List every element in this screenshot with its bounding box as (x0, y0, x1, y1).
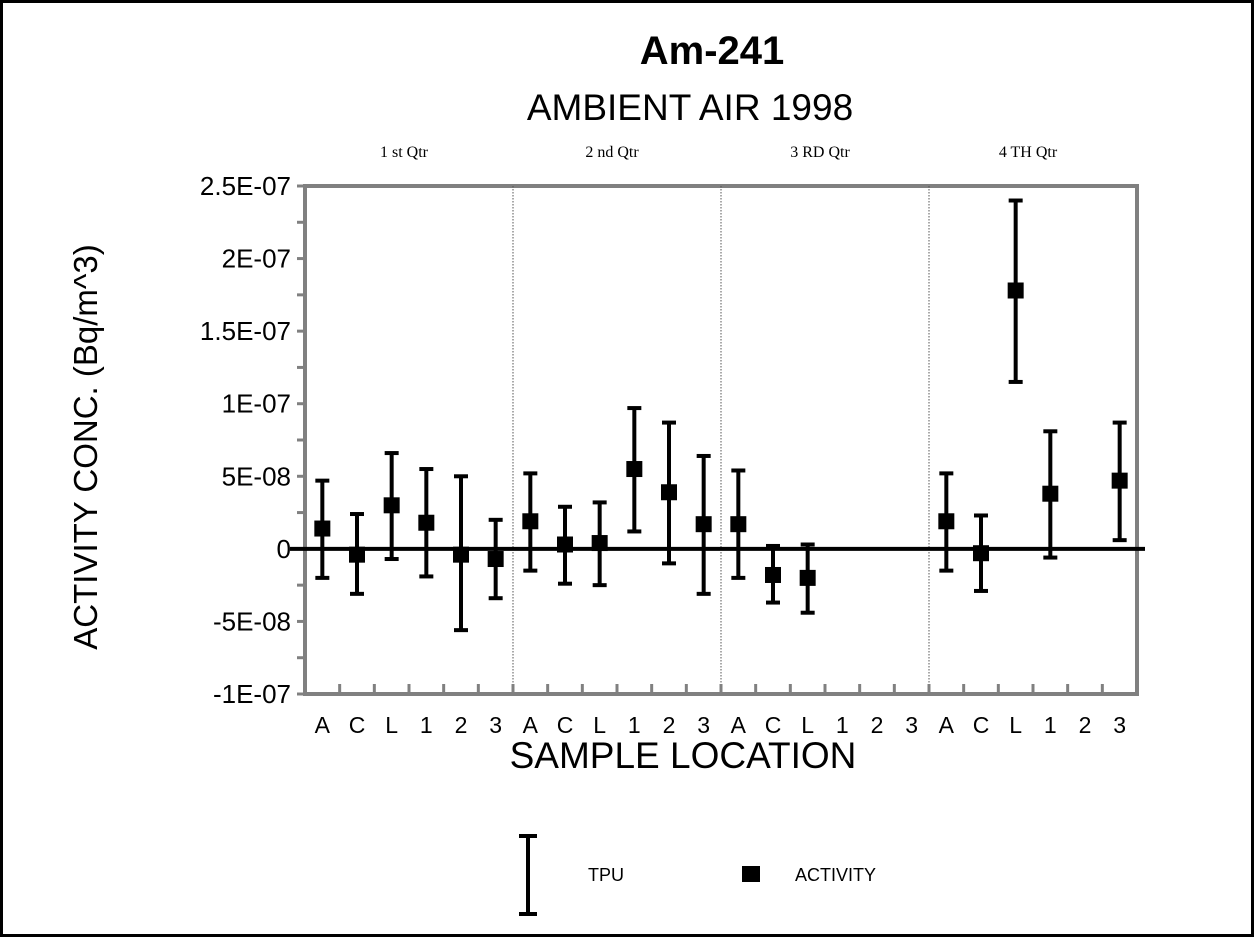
x-axis-label: SAMPLE LOCATION (510, 735, 857, 776)
activity-point (487, 551, 504, 568)
x-tick-label: 3 (905, 712, 918, 738)
square-marker-icon (742, 866, 760, 882)
legend: TPU ACTIVITY (519, 834, 876, 916)
y-tick-label: 1.5E-07 (200, 316, 291, 346)
legend-label-activity: ACTIVITY (795, 865, 876, 885)
activity-point (730, 516, 747, 533)
activity-point (695, 516, 712, 533)
quarter-label: 3 RD Qtr (790, 144, 850, 161)
legend-item-activity: ACTIVITY (742, 865, 876, 885)
y-tick-label: 5E-08 (222, 461, 291, 491)
x-tick-label: 1 (836, 712, 849, 738)
activity-point (626, 461, 643, 478)
activity-point (314, 520, 331, 537)
activity-point (973, 545, 989, 562)
x-tick-label: L (593, 712, 606, 738)
legend-label-tpu: TPU (588, 865, 624, 885)
x-tick-label: A (939, 712, 955, 738)
x-tick-label: 1 (628, 712, 641, 738)
y-tick-label: 2.5E-07 (200, 171, 291, 201)
activity-point (349, 546, 365, 563)
x-tick-label: C (973, 712, 990, 738)
x-tick-label: C (557, 712, 574, 738)
x-tick-label: 2 (1079, 712, 1092, 738)
activity-point (799, 569, 816, 586)
activity-point (1007, 282, 1024, 299)
activity-point (661, 484, 677, 501)
y-tick-label: 0 (277, 534, 291, 564)
x-tick-label: L (1009, 712, 1022, 738)
x-tick-label: 3 (489, 712, 502, 738)
y-tick-label: -1E-07 (213, 679, 291, 709)
activity-point (383, 497, 400, 514)
x-tick-label: 1 (1044, 712, 1057, 738)
activity-point (1111, 472, 1128, 489)
plot-area: 2.5E-07 2E-07 1.5E-07 1E-07 5E-08 0 -5E-08 -1E-… (200, 144, 1145, 738)
activity-point (938, 513, 955, 530)
activity-point (765, 566, 781, 583)
quarter-label: 4 TH Qtr (999, 144, 1058, 161)
x-tick-label: 3 (1113, 712, 1126, 738)
activity-point (1042, 485, 1059, 502)
x-tick-label: A (315, 712, 331, 738)
activity-point (522, 513, 539, 530)
activity-point (591, 535, 608, 552)
error-bar-icon (519, 834, 537, 916)
x-tick-label: 2 (455, 712, 468, 738)
y-tick-label: 2E-07 (222, 244, 291, 274)
chart-title: Am-241 (640, 29, 785, 73)
x-tick-label: A (731, 712, 747, 738)
y-tick-label: 1E-07 (222, 389, 291, 419)
quarter-label: 1 st Qtr (380, 144, 429, 161)
x-tick-label: A (523, 712, 539, 738)
chart-subtitle: AMBIENT AIR 1998 (527, 87, 853, 128)
x-tick-label: L (385, 712, 398, 738)
x-tick-label: C (765, 712, 782, 738)
x-tick-label: L (801, 712, 814, 738)
activity-point (453, 546, 469, 563)
x-tick-label: 2 (663, 712, 676, 738)
legend-item-tpu: TPU (519, 834, 624, 916)
x-tick-label: 2 (871, 712, 884, 738)
activity-point (557, 536, 573, 553)
x-tick-label: 3 (697, 712, 710, 738)
activity-point (418, 514, 435, 531)
x-tick-label: C (349, 712, 366, 738)
x-tick-label: 1 (420, 712, 433, 738)
y-tick-label: -5E-08 (213, 606, 291, 636)
quarter-label: 2 nd Qtr (585, 144, 639, 161)
y-axis-label: ACTIVITY CONC. (Bq/m^3) (67, 244, 104, 649)
